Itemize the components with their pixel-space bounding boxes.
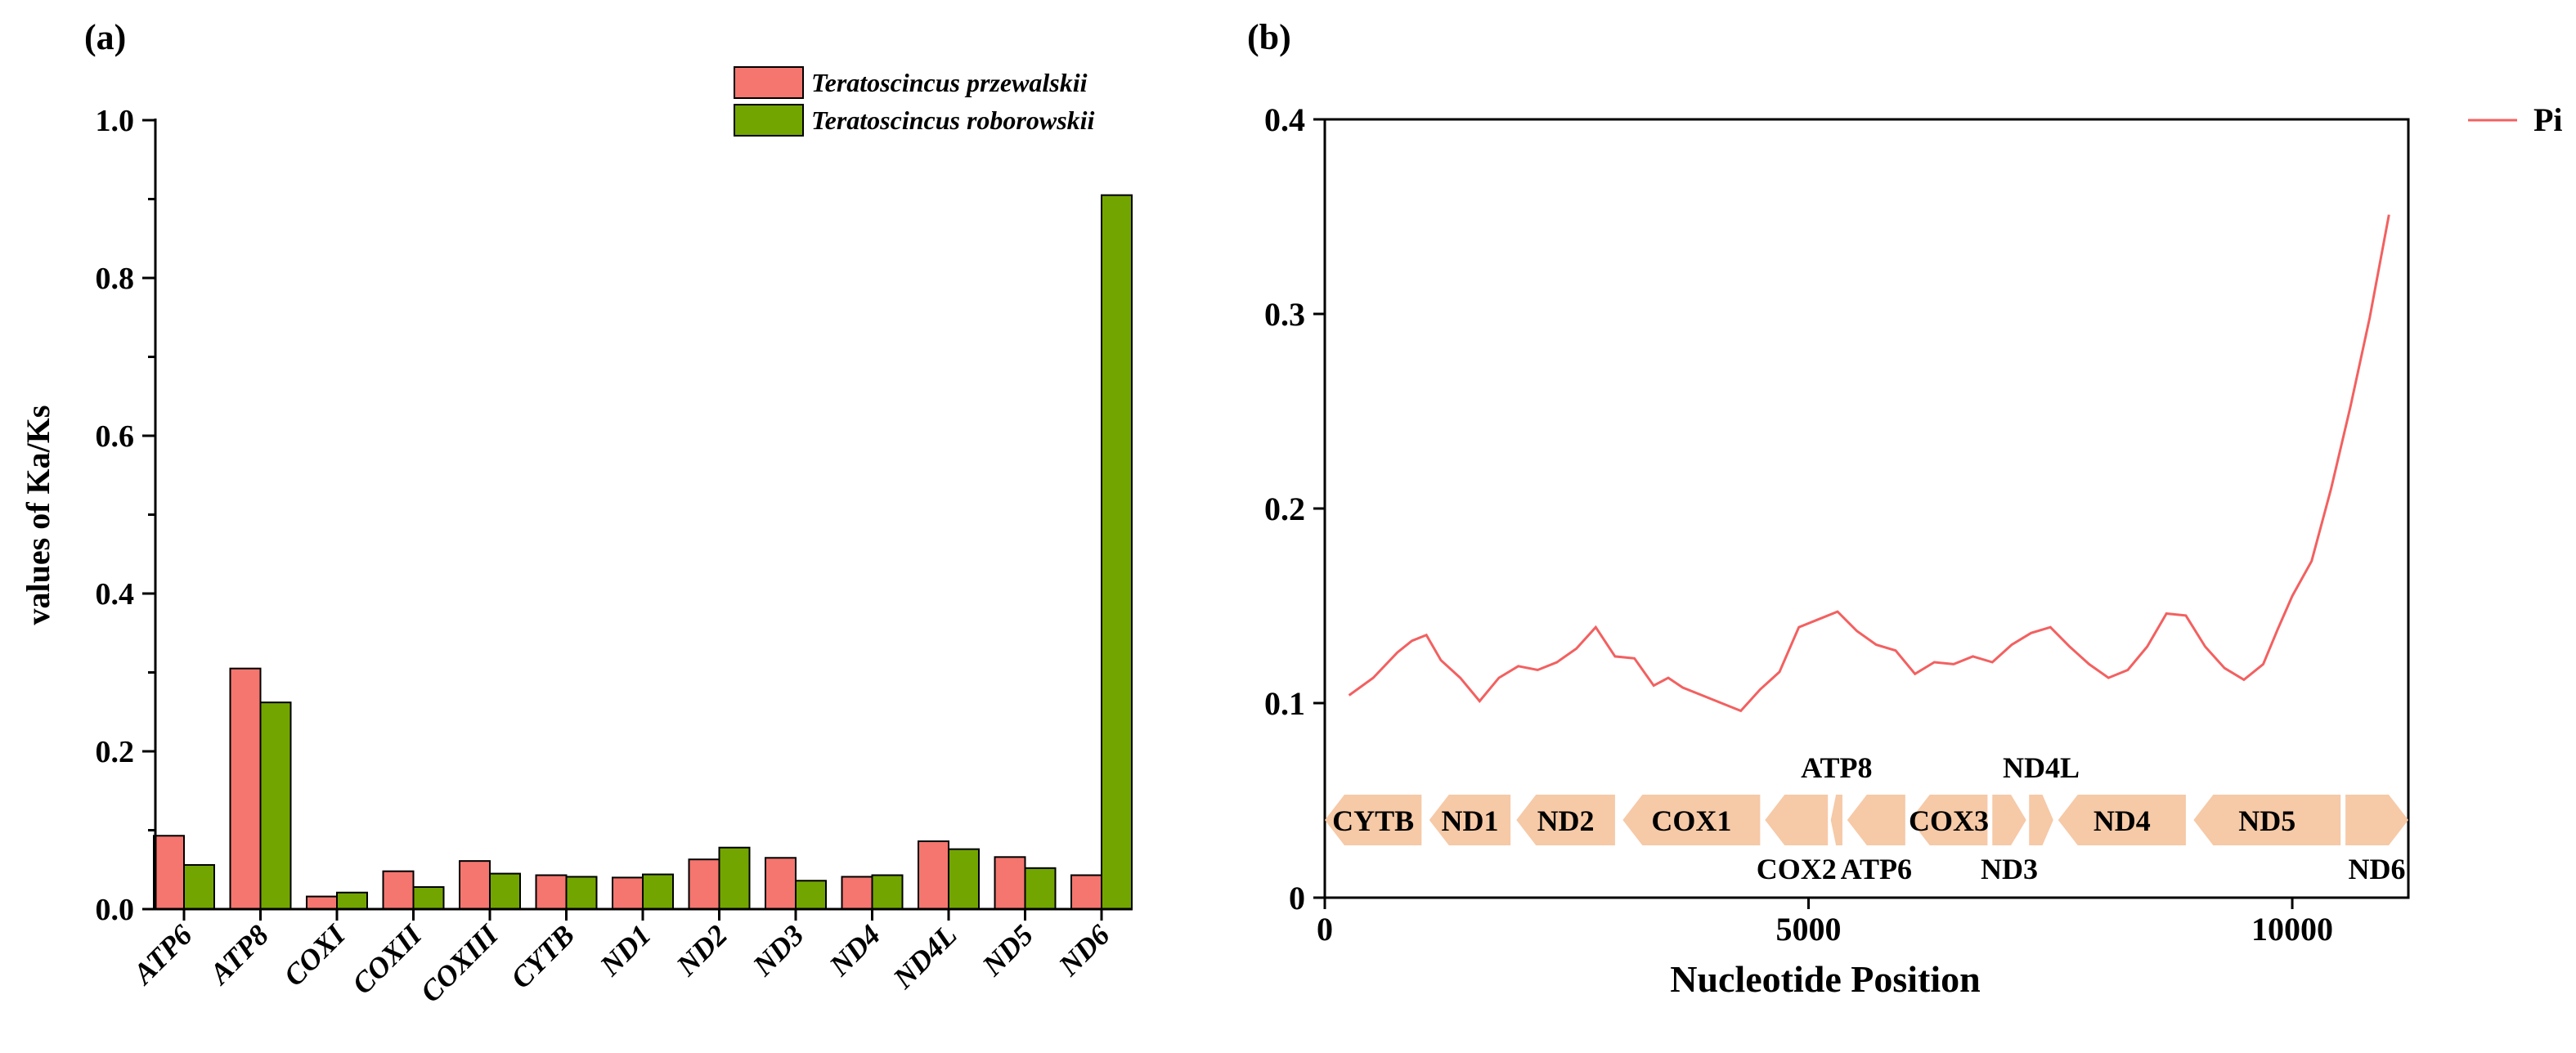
legend-label-przewalskii: Teratoscincus przewalskii (811, 68, 1088, 97)
a-y-tick-label: 0.4 (96, 577, 135, 612)
b-y-tick-label: 0 (1289, 880, 1305, 916)
bar-nd4-przewalskii (841, 876, 873, 911)
b-gene-map: CYTB ND1 ND2 COX1 COX2 ATP8 ATP6 COX3 ND3 ND4L ND4… (1325, 751, 2408, 885)
gene-label-nd2: ND2 (1537, 804, 1595, 837)
b-legend-label: Pi (2533, 101, 2563, 138)
bar-nd4l-roborowskii (948, 848, 980, 911)
gene-label-nd4l: ND4L (2003, 751, 2080, 784)
gene-nd4l (2029, 795, 2053, 845)
bar-cytb-roborowskii (565, 876, 598, 911)
bar-nd1-roborowskii (642, 873, 674, 911)
gene-label-nd4: ND4 (2094, 804, 2151, 837)
bar-nd2-przewalskii (688, 858, 720, 910)
gene-cox1 (1622, 795, 1761, 845)
b-y-ticks: 0 0.1 0.2 0.3 0.4 (1264, 101, 1325, 916)
bar-atp8-roborowskii (259, 701, 292, 910)
a-x-tick-label-nd5: ND5 (976, 918, 1039, 982)
a-x-tick-label-atp6: ATP6 (126, 918, 199, 991)
gene-nd4 (2058, 795, 2186, 845)
a-x-tick-label-coxiii: COXIII (414, 917, 505, 1009)
a-x-tick-label-nd6: ND6 (1052, 918, 1115, 982)
a-y-tick-label: 0.0 (96, 893, 135, 927)
a-x-tick-label-nd4: ND4 (823, 918, 886, 982)
bar-nd6-przewalskii (1070, 874, 1102, 911)
b-legend: Pi (2468, 101, 2563, 138)
bar-coxiii-przewalskii (459, 860, 491, 911)
a-y-tick-label: 0.8 (96, 262, 135, 296)
bar-nd5-przewalskii (994, 856, 1026, 911)
gene-nd3 (1992, 795, 2026, 845)
gene-atp8 (1830, 795, 1842, 845)
a-x-tick-label-nd3: ND3 (746, 918, 810, 982)
panel-b-label: (b) (1247, 17, 1291, 57)
b-x-tick-label: 5000 (1776, 911, 1842, 948)
bar-atp8-przewalskii (229, 667, 262, 910)
a-y-tick-label: 0.6 (96, 419, 135, 454)
a-bars-group (153, 194, 1133, 911)
gene-label-atp8: ATP8 (1801, 751, 1872, 784)
bar-atp6-przewalskii (153, 835, 185, 911)
gene-label-nd1: ND1 (1441, 804, 1498, 837)
bar-nd3-przewalskii (765, 857, 797, 911)
gene-nd5 (2193, 795, 2341, 845)
b-x-ticks: 0 5000 10000 (1317, 898, 2333, 948)
b-y-tick-label: 0.3 (1264, 296, 1305, 333)
panel-a-bar-chart: 0.0 0.2 0.4 0.6 0.8 1.0 ATP6 ATP8 COXICOXIICOXI… (20, 66, 1133, 1009)
gene-nd6 (2345, 795, 2408, 845)
gene-label-nd3: ND3 (1981, 853, 2038, 885)
gene-nd2 (1516, 795, 1615, 845)
a-x-tick-label-cytb: CYTB (505, 918, 581, 994)
panel-a-label: (a) (84, 17, 126, 57)
b-y-tick-label: 0.4 (1264, 101, 1305, 138)
a-y-ticks: 0.0 0.2 0.4 0.6 0.8 1.0 (96, 104, 155, 927)
bar-nd3-roborowskii (795, 880, 827, 911)
a-x-tick-label-coxi: COXI (277, 917, 352, 993)
bar-coxi-roborowskii (336, 891, 368, 910)
bar-coxii-roborowskii (412, 885, 445, 910)
b-x-tick-label: 10000 (2251, 911, 2333, 948)
bar-coxi-przewalskii (306, 895, 338, 911)
bar-nd6-roborowskii (1101, 194, 1133, 911)
gene-label-cox3: COX3 (1909, 804, 1989, 837)
gene-label-nd5: ND5 (2238, 804, 2296, 837)
legend-label-roborowskii: Teratoscincus roborowskii (811, 105, 1095, 135)
gene-atp6 (1847, 795, 1905, 845)
gene-cox3 (1910, 795, 1988, 845)
bar-cytb-przewalskii (535, 874, 568, 911)
b-x-tick-label: 0 (1317, 911, 1333, 948)
gene-label-atp6: ATP6 (1841, 853, 1912, 885)
panel-b-line-chart: 00.10.20.30.4 0 5000 10000 CYTB ND1 ND2 COX1C… (1264, 101, 2563, 1000)
bar-nd4l-przewalskii (918, 840, 949, 911)
gene-nd1 (1429, 795, 1511, 845)
b-x-axis-label: Nucleotide Position (1670, 958, 1980, 1000)
bar-nd5-roborowskii (1024, 867, 1057, 910)
b-y-tick-label: 0.2 (1264, 491, 1305, 527)
bar-atp6-roborowskii (183, 863, 215, 910)
b-pi-line (1348, 214, 2390, 713)
gene-cox2 (1765, 795, 1829, 845)
legend-swatch-roborowskii (734, 104, 804, 137)
a-y-tick-label: 1.0 (96, 104, 135, 138)
gene-cytb (1325, 795, 1422, 845)
bar-coxii-przewalskii (382, 870, 415, 911)
a-x-tick-label-nd2: ND2 (670, 918, 734, 982)
gene-label-cox1: COX1 (1651, 804, 1731, 837)
bar-coxiii-roborowskii (489, 872, 521, 910)
a-legend: Teratoscincus przewalskii Teratoscincus … (734, 66, 1095, 137)
bar-nd4-roborowskii (871, 874, 904, 911)
a-y-tick-label: 0.2 (96, 735, 135, 769)
a-x-tick-label-nd4l: ND4L (886, 918, 963, 995)
b-y-tick-label: 0.1 (1264, 685, 1305, 722)
bar-nd1-przewalskii (612, 876, 644, 911)
a-y-axis-label: values of Ka/Ks (20, 406, 56, 625)
bar-nd2-roborowskii (718, 846, 751, 910)
a-x-tick-label-atp8: ATP8 (202, 918, 275, 991)
gene-label-cox2: COX2 (1757, 853, 1837, 885)
gene-label-nd6: ND6 (2349, 853, 2406, 885)
legend-swatch-przewalskii (734, 66, 804, 99)
a-x-tick-label-nd1: ND1 (593, 918, 657, 982)
gene-label-cytb: CYTB (1332, 804, 1414, 837)
